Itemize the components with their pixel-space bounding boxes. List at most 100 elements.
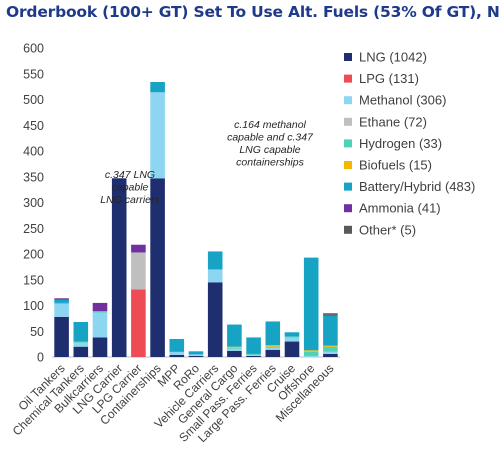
- bar-segment: [169, 338, 185, 352]
- bar-segment: [284, 337, 300, 342]
- bar-segment: [92, 311, 108, 313]
- bar-segment: [169, 351, 185, 355]
- bar-segment: [303, 351, 319, 356]
- y-tick-label: 50: [30, 325, 44, 339]
- bar-segment: [323, 351, 338, 354]
- legend-label: Methanol (306): [359, 93, 446, 108]
- bar-segment: [284, 336, 300, 338]
- legend-label: Ammonia (41): [359, 201, 441, 216]
- legend-swatch: [344, 53, 352, 61]
- y-tick-label: 200: [23, 248, 44, 262]
- bar-segment: [188, 354, 204, 356]
- bar-segment: [111, 178, 127, 357]
- bar-segment: [188, 351, 204, 355]
- y-tick-label: 400: [23, 145, 44, 159]
- bar-segment: [54, 302, 69, 304]
- bar-segment: [246, 337, 261, 354]
- legend-label: Battery/Hybrid (483): [359, 179, 475, 194]
- bar-segment: [92, 337, 108, 357]
- bar-segment: [303, 355, 319, 357]
- bar-segment: [73, 341, 89, 343]
- chart-title: Orderbook (100+ GT) Set To Use Alt. Fuel…: [6, 3, 500, 21]
- bar-segment: [227, 324, 242, 347]
- y-tick-label: 550: [23, 67, 44, 81]
- bar-segment: [323, 315, 338, 346]
- bar-segment: [150, 92, 165, 179]
- annotation-text: containerships: [236, 157, 304, 169]
- legend-swatch: [344, 117, 352, 126]
- y-tick-label: 500: [23, 93, 44, 107]
- legend-label: Ethane (72): [359, 114, 427, 129]
- chart-legend: LNG (1042) LPG (131) Methanol (306) Ethane …: [344, 50, 475, 237]
- y-tick-label: 350: [23, 170, 44, 184]
- bar-segment: [54, 298, 69, 300]
- bar-segment: [284, 341, 300, 357]
- bar-segment: [92, 312, 108, 338]
- chart-bars: [54, 81, 338, 357]
- bar-segment: [92, 302, 108, 312]
- legend-label: LNG (1042): [359, 50, 427, 65]
- legend-swatch: [344, 225, 352, 234]
- legend-swatch: [344, 74, 352, 83]
- legend-swatch: [344, 161, 352, 169]
- bar-segment: [150, 81, 165, 93]
- bar-segment: [131, 252, 146, 290]
- y-tick-label: 0: [37, 351, 44, 365]
- legend-swatch: [344, 139, 352, 148]
- annotation-text: capable and c.347: [227, 132, 314, 144]
- legend-swatch: [344, 96, 352, 105]
- bar-segment: [323, 346, 338, 352]
- bar-segment: [227, 347, 242, 349]
- annotation-text: LNG capable: [239, 144, 300, 156]
- bar-segment: [303, 257, 319, 351]
- bar-segment: [227, 350, 242, 357]
- bar-segment: [323, 313, 338, 315]
- y-tick-label: 300: [23, 196, 44, 210]
- bar-segment: [207, 251, 223, 270]
- y-tick-label: 450: [23, 119, 44, 133]
- bar-segment: [246, 353, 261, 355]
- chart-axes: 0 50 100 150 200 250 300 350 400 450 500 550 600: [23, 42, 340, 365]
- bar-segment: [246, 354, 261, 356]
- bar-segment: [73, 321, 89, 342]
- legend-swatch: [344, 204, 352, 213]
- bar-segment: [323, 314, 338, 316]
- bar-segment: [73, 342, 89, 347]
- bar-segment: [131, 289, 146, 357]
- annotation-text: LNG carriers: [100, 194, 160, 206]
- bar-segment: [207, 282, 223, 357]
- bar-segment: [227, 348, 242, 351]
- annotation-text: c.164 methanol: [234, 119, 306, 131]
- bar-segment: [54, 316, 69, 357]
- bar-segment: [303, 350, 319, 352]
- annotation-text: c.347 LNG: [105, 169, 155, 181]
- bar-segment: [265, 347, 281, 350]
- legend-label: Other* (5): [359, 222, 416, 237]
- bar-segment: [265, 346, 281, 348]
- bar-segment: [265, 345, 281, 347]
- y-tick-label: 250: [23, 222, 44, 236]
- legend-label: Hydrogen (33): [359, 136, 442, 151]
- bar-segment: [265, 321, 281, 346]
- y-tick-label: 150: [23, 273, 44, 287]
- bar-segment: [54, 303, 69, 317]
- bar-segment: [131, 244, 146, 253]
- bar-segment: [73, 346, 89, 357]
- y-tick-label: 100: [23, 299, 44, 313]
- bar-segment: [54, 299, 69, 303]
- bar-segment: [207, 269, 223, 283]
- y-tick-label: 600: [23, 42, 44, 56]
- bar-segment: [323, 345, 338, 347]
- bar-segment: [246, 355, 261, 357]
- bar-segment: [188, 355, 204, 357]
- legend-label: LPG (131): [359, 71, 419, 86]
- bar-segment: [150, 178, 165, 357]
- bar-segment: [265, 349, 281, 357]
- bar-segment: [169, 354, 185, 357]
- bar-segment: [323, 353, 338, 357]
- annotation-text: capable: [112, 182, 149, 194]
- bar-segment: [284, 332, 300, 337]
